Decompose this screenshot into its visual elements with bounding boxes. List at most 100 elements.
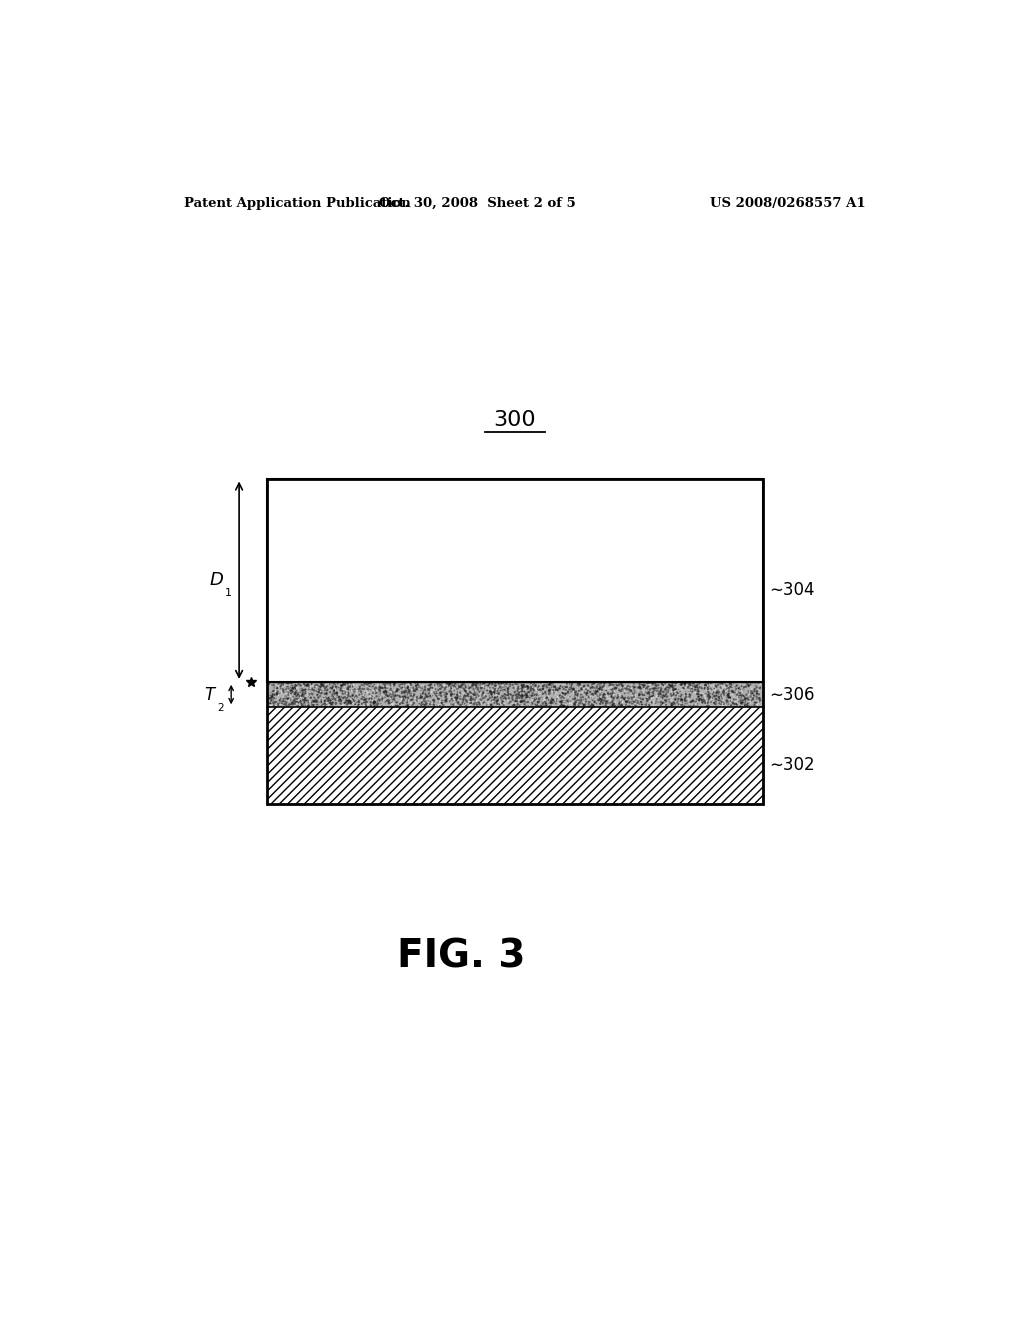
Point bbox=[535, 678, 551, 700]
Point bbox=[333, 675, 349, 696]
Point bbox=[657, 673, 674, 694]
Point bbox=[529, 678, 546, 700]
Point bbox=[372, 688, 388, 709]
Point bbox=[264, 690, 281, 711]
Point bbox=[357, 689, 374, 710]
Point bbox=[673, 694, 689, 715]
Point bbox=[501, 677, 517, 698]
Point bbox=[665, 694, 681, 715]
Point bbox=[368, 677, 384, 698]
Point bbox=[442, 684, 459, 705]
Point bbox=[674, 690, 690, 711]
Point bbox=[287, 693, 303, 714]
Point bbox=[264, 684, 281, 705]
Point bbox=[282, 685, 298, 706]
Point bbox=[597, 690, 613, 711]
Point bbox=[430, 675, 446, 696]
Point bbox=[729, 689, 745, 710]
Point bbox=[283, 694, 299, 715]
Point bbox=[402, 684, 419, 705]
Point bbox=[468, 693, 484, 714]
Point bbox=[465, 675, 481, 696]
Point bbox=[419, 686, 435, 708]
Point bbox=[527, 693, 544, 714]
Point bbox=[548, 673, 564, 694]
Point bbox=[654, 692, 671, 713]
Point bbox=[275, 675, 292, 696]
Point bbox=[707, 686, 723, 708]
Point bbox=[377, 692, 393, 713]
Point bbox=[689, 675, 706, 696]
Point bbox=[696, 675, 713, 696]
Point bbox=[404, 682, 421, 704]
Point bbox=[536, 684, 552, 705]
Point bbox=[638, 693, 654, 714]
Point bbox=[299, 675, 315, 696]
Point bbox=[711, 677, 727, 698]
Point bbox=[541, 696, 557, 717]
Point bbox=[727, 690, 743, 711]
Point bbox=[345, 676, 361, 697]
Point bbox=[318, 682, 335, 704]
Point bbox=[745, 685, 762, 706]
Point bbox=[490, 678, 507, 700]
Point bbox=[387, 681, 403, 702]
Point bbox=[287, 678, 303, 700]
Point bbox=[442, 677, 459, 698]
Point bbox=[579, 693, 595, 714]
Point bbox=[453, 694, 469, 715]
Point bbox=[728, 692, 744, 713]
Point bbox=[439, 677, 456, 698]
Point bbox=[603, 678, 620, 700]
Point bbox=[546, 677, 562, 698]
Point bbox=[315, 688, 332, 709]
Point bbox=[335, 690, 351, 711]
Point bbox=[507, 682, 523, 704]
Point bbox=[628, 677, 644, 698]
Point bbox=[488, 692, 505, 713]
Point bbox=[570, 689, 587, 710]
Point bbox=[354, 690, 371, 711]
Point bbox=[328, 682, 344, 704]
Point bbox=[334, 690, 350, 711]
Point bbox=[559, 673, 575, 694]
Point bbox=[385, 681, 401, 702]
Point bbox=[403, 682, 420, 704]
Point bbox=[300, 678, 316, 700]
Point bbox=[265, 684, 282, 705]
Point bbox=[435, 690, 452, 711]
Point bbox=[431, 696, 447, 717]
Point bbox=[289, 680, 305, 701]
Point bbox=[488, 684, 505, 705]
Point bbox=[332, 689, 348, 710]
Point bbox=[312, 677, 329, 698]
Point bbox=[590, 675, 606, 696]
Point bbox=[300, 690, 316, 711]
Point bbox=[335, 689, 351, 710]
Point bbox=[595, 685, 611, 706]
Point bbox=[749, 693, 765, 714]
Point bbox=[552, 678, 568, 700]
Point bbox=[608, 678, 625, 700]
Point bbox=[524, 692, 541, 713]
Point bbox=[444, 673, 461, 694]
Point bbox=[462, 678, 478, 700]
Point bbox=[709, 693, 725, 714]
Point bbox=[296, 689, 312, 710]
Point bbox=[500, 680, 516, 701]
Point bbox=[605, 675, 622, 696]
Point bbox=[318, 694, 335, 715]
Point bbox=[300, 692, 316, 713]
Point bbox=[625, 692, 641, 713]
Point bbox=[420, 676, 436, 697]
Point bbox=[650, 677, 667, 698]
Point bbox=[639, 676, 655, 697]
Point bbox=[641, 694, 657, 715]
Point bbox=[486, 682, 503, 704]
Point bbox=[399, 672, 416, 693]
Point bbox=[592, 678, 608, 700]
Point bbox=[371, 689, 387, 710]
Point bbox=[541, 677, 557, 698]
Point bbox=[289, 692, 305, 713]
Point bbox=[567, 681, 584, 702]
